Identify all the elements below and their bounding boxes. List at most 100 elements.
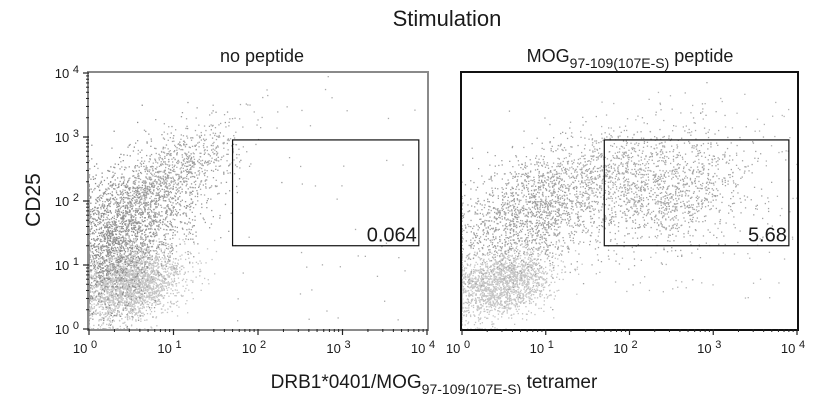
event-dot xyxy=(119,202,121,204)
event-dot xyxy=(96,209,98,212)
event-dot xyxy=(125,167,127,169)
event-dot xyxy=(125,309,127,311)
event-dot xyxy=(169,191,172,193)
event-dot xyxy=(158,214,160,216)
event-dot xyxy=(169,196,172,198)
event-dot xyxy=(216,135,218,137)
event-dot xyxy=(146,300,148,303)
event-dot xyxy=(102,274,105,276)
event-dot xyxy=(163,234,165,237)
event-dot xyxy=(148,276,150,278)
event-dot xyxy=(118,272,120,274)
event-dot xyxy=(135,283,137,286)
event-dot xyxy=(202,217,204,219)
event-dot xyxy=(122,235,124,237)
event-dot xyxy=(108,281,110,283)
event-dot xyxy=(109,289,111,291)
event-dot xyxy=(117,282,119,284)
event-dot xyxy=(163,254,165,256)
event-dot xyxy=(213,141,215,144)
event-dot xyxy=(102,298,105,300)
event-dot xyxy=(137,306,139,308)
event-dot xyxy=(146,213,149,215)
event-dot xyxy=(141,186,143,189)
event-dot xyxy=(163,242,165,244)
event-dot xyxy=(155,203,157,205)
event-dot xyxy=(143,241,145,243)
event-dot xyxy=(127,271,129,273)
event-dot xyxy=(129,211,131,213)
event-dot xyxy=(110,310,112,312)
event-dot xyxy=(128,189,131,191)
event-dot xyxy=(131,269,134,272)
event-dot xyxy=(193,181,195,183)
event-dot xyxy=(145,205,147,207)
event-dot xyxy=(100,245,102,247)
event-dot xyxy=(113,273,115,275)
event-dot xyxy=(115,281,118,283)
event-dot xyxy=(123,308,125,310)
event-dot xyxy=(121,268,124,270)
event-dot xyxy=(139,311,141,313)
event-dot xyxy=(127,194,129,196)
event-dot xyxy=(157,276,160,278)
event-dot xyxy=(131,282,134,284)
event-dot xyxy=(176,166,178,168)
event-dot xyxy=(107,236,109,239)
event-dot xyxy=(106,270,108,273)
event-dot xyxy=(137,187,140,189)
event-dot xyxy=(153,277,155,280)
event-dot xyxy=(111,221,114,224)
event-dot xyxy=(140,251,143,253)
event-dot xyxy=(94,268,97,271)
event-dot xyxy=(140,165,142,167)
event-dot xyxy=(148,298,150,300)
event-dot xyxy=(96,239,98,241)
event-dot xyxy=(119,266,121,268)
event-dot xyxy=(171,164,174,166)
event-dot xyxy=(102,192,104,194)
event-dot xyxy=(116,313,118,315)
event-dot xyxy=(97,312,99,314)
event-dot xyxy=(190,159,192,161)
event-dot xyxy=(162,198,164,200)
event-dot xyxy=(227,138,229,140)
event-dot xyxy=(100,194,102,196)
event-dot xyxy=(185,127,187,130)
event-dot xyxy=(124,258,126,260)
event-dot xyxy=(123,288,125,291)
event-dot xyxy=(193,164,195,166)
event-dot xyxy=(186,177,188,180)
event-dot xyxy=(122,202,124,204)
event-dot xyxy=(139,193,141,195)
event-dot xyxy=(201,206,203,209)
event-dot xyxy=(176,226,178,229)
event-dot xyxy=(121,250,123,252)
event-dot xyxy=(128,144,130,147)
event-dot xyxy=(168,284,170,286)
event-dot xyxy=(200,270,202,272)
event-dot xyxy=(141,272,143,275)
event-dot xyxy=(185,165,188,168)
event-dot xyxy=(158,179,160,182)
event-dot xyxy=(149,302,151,304)
event-dot xyxy=(123,284,125,286)
event-dot xyxy=(137,175,139,177)
event-dot xyxy=(121,301,123,303)
event-dot xyxy=(144,256,146,259)
event-dot xyxy=(150,228,152,230)
event-dot xyxy=(126,278,128,280)
event-dot xyxy=(155,300,157,302)
event-dot xyxy=(203,146,205,149)
event-dot xyxy=(121,259,123,262)
event-dot xyxy=(129,244,131,247)
event-dot xyxy=(194,183,197,186)
event-dot xyxy=(118,311,120,314)
event-dot xyxy=(118,264,120,266)
event-dot xyxy=(90,313,93,315)
event-dot xyxy=(129,279,131,281)
event-dot xyxy=(140,189,142,191)
event-dot xyxy=(137,312,139,314)
event-dot xyxy=(172,290,174,292)
event-dot xyxy=(103,257,105,259)
